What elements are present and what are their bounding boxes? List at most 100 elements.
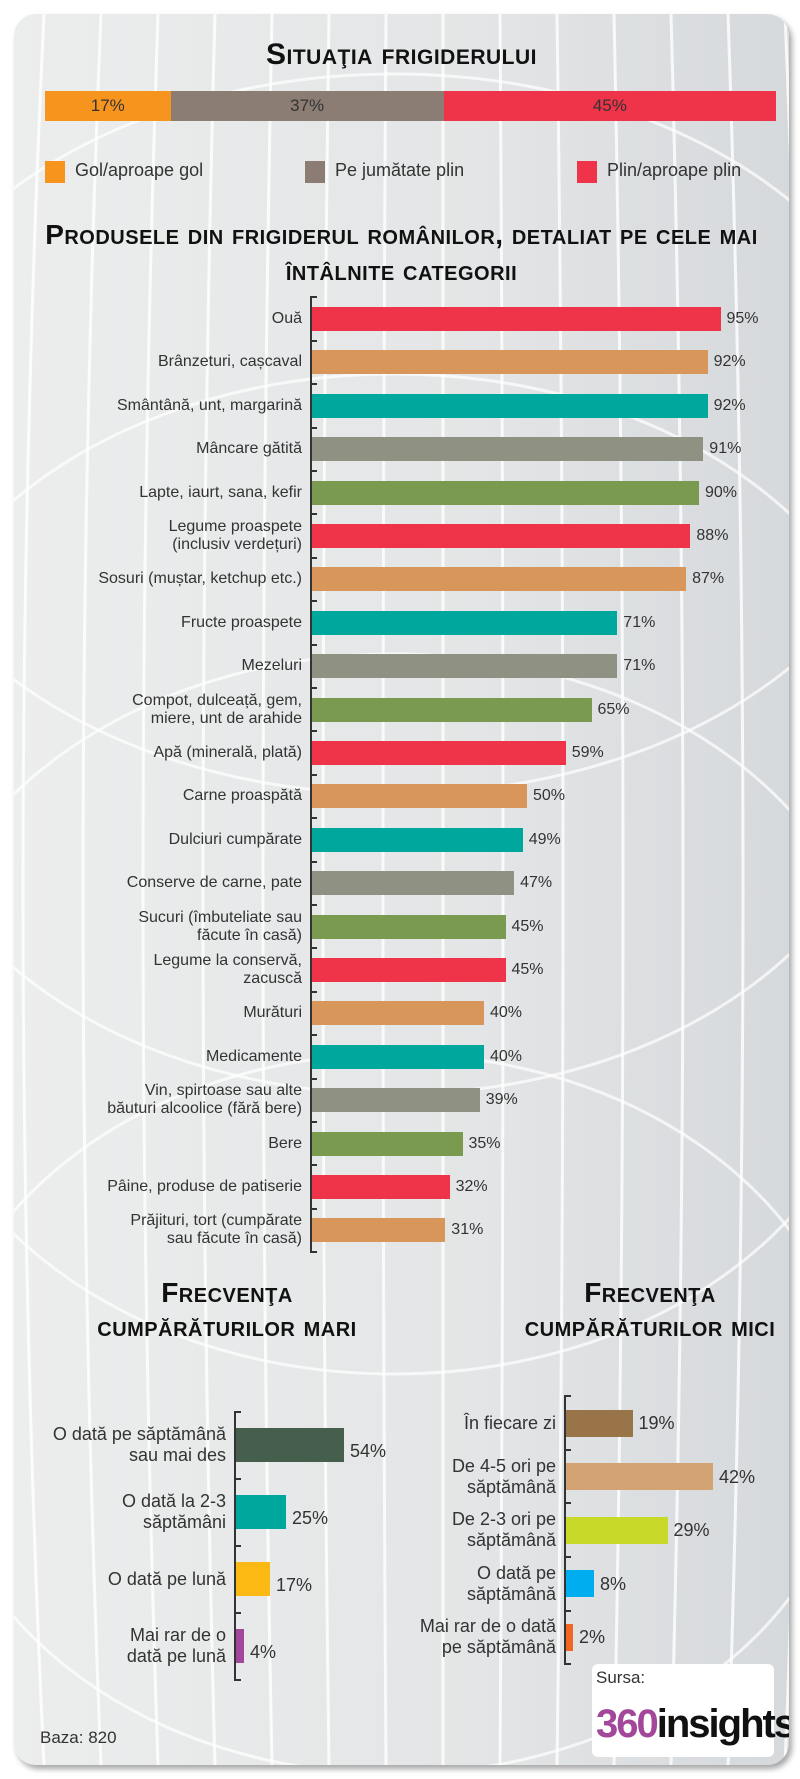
value-label: 35% <box>468 1134 501 1152</box>
axis-tick <box>564 1395 571 1398</box>
logo-360insights: 360insights <box>596 1702 789 1746</box>
value-label: 29% <box>673 1520 710 1541</box>
bar <box>312 437 704 462</box>
axis-tick <box>310 339 317 342</box>
bar-label: Bere <box>268 1134 302 1152</box>
bar-label: Mezeluri <box>241 657 302 675</box>
axis-tick <box>234 1678 241 1681</box>
bar-label: Ouă <box>271 310 302 327</box>
value-label: 65% <box>597 700 630 718</box>
axis-tick <box>310 469 317 472</box>
bar <box>566 1570 594 1598</box>
bar <box>312 827 523 852</box>
bar-label: Conserve de carne, pate <box>126 874 302 892</box>
fridge-status-bar: 17% 37% 45% <box>45 91 776 121</box>
value-label: 95% <box>726 310 759 327</box>
value-label: 91% <box>709 440 742 458</box>
bar <box>566 1623 573 1651</box>
value-label: 40% <box>490 1004 523 1022</box>
bar-label: Medicamente <box>205 1047 302 1065</box>
bar <box>566 1463 713 1491</box>
bar-label: Pâine, produse de patiserie <box>107 1178 302 1195</box>
axis-tick <box>310 947 317 950</box>
value-label: 87% <box>692 570 725 588</box>
legend-label: Pe jumătate plin <box>335 160 465 180</box>
value-label: 32% <box>455 1178 488 1195</box>
bar <box>312 567 687 592</box>
bar-label: Vin, spirtoase sau alte băuturi alcoolice… <box>107 1082 302 1118</box>
axis-tick <box>310 1077 317 1080</box>
bar-label: Mai rar de o dată pe săptămână <box>419 1616 556 1658</box>
axis-tick <box>234 1477 241 1480</box>
fridge-status-title: Situaţia frigiderului <box>266 38 537 71</box>
bar <box>566 1516 668 1544</box>
bar-label: O dată pe săptămână <box>466 1562 556 1604</box>
axis-tick <box>310 990 317 993</box>
value-label: 54% <box>350 1441 387 1461</box>
legend-label: Gol/aproape gol <box>75 160 204 180</box>
value-label: 47% <box>520 874 553 892</box>
bar <box>312 480 699 505</box>
axis-tick <box>310 903 317 906</box>
bar-label: Mâncare gătită <box>196 440 302 458</box>
value-label: 49% <box>528 830 561 848</box>
axis-tick <box>310 426 317 429</box>
value-label: 92% <box>713 353 746 371</box>
bar <box>312 784 527 809</box>
axis-tick <box>310 513 317 516</box>
bar <box>312 914 506 939</box>
axis-tick <box>310 1120 317 1123</box>
axis-tick <box>310 296 317 299</box>
bar-label: O dată pe săptămână sau mai des <box>52 1424 226 1465</box>
bar-label: Mai rar de o dată pe lună <box>126 1625 226 1666</box>
bar-label: Sosuri (muștar, ketchup etc.) <box>98 570 302 588</box>
bar <box>312 741 566 765</box>
axis-tick <box>310 556 317 559</box>
bar <box>312 654 618 679</box>
fridge-status-legend: Gol/aproape gol Pe jumătate plin Plin/apro… <box>45 154 789 184</box>
value-label: 42% <box>719 1466 756 1487</box>
legend-swatch <box>305 161 325 183</box>
bar <box>312 307 721 331</box>
bar-label: Smântână, unt, margarină <box>117 396 302 414</box>
value-label: 8% <box>600 1573 627 1594</box>
bar <box>236 1428 344 1462</box>
value-label: 19% <box>638 1413 675 1433</box>
bar <box>236 1495 286 1529</box>
status-segment: 45% <box>443 91 776 121</box>
bar <box>312 1001 484 1026</box>
axis-tick <box>310 817 317 820</box>
value-label: 71% <box>623 613 656 631</box>
bar-label: Sucuri (îmbuteliate sau făcute în casă) <box>138 908 302 944</box>
bar-label: Legume la conservă, zacuscă <box>153 952 302 987</box>
axis-tick <box>310 686 317 689</box>
bar-label: O dată pe lună <box>107 1568 226 1589</box>
axis-tick <box>234 1544 241 1547</box>
axis-tick <box>310 730 317 733</box>
bar <box>312 524 691 548</box>
axis-tick <box>234 1611 241 1614</box>
value-label: 90% <box>705 483 738 501</box>
infographic-card: Situaţia frigiderului 17% 37% 45% Gol/apro… <box>14 14 789 1765</box>
axis-tick <box>310 1207 317 1210</box>
bar <box>566 1409 633 1437</box>
value-label: 92% <box>713 396 746 414</box>
bar-label: Prăjituri, tort (cumpărate sau făcute în … <box>130 1212 302 1248</box>
axis-tick <box>310 1251 317 1254</box>
value-label: 45% <box>511 917 544 935</box>
legend-swatch <box>577 161 597 183</box>
chart-axis <box>564 1396 566 1665</box>
axis-tick <box>310 643 317 646</box>
value-label: 39% <box>485 1091 518 1109</box>
bar <box>236 1562 270 1596</box>
legend-label: Plin/aproape plin <box>607 160 742 180</box>
value-label: 50% <box>533 787 566 805</box>
bar <box>312 871 515 896</box>
value-label: 25% <box>292 1508 329 1528</box>
bar <box>312 1218 446 1243</box>
bar-label: De 4-5 ori pe săptămână <box>451 1455 556 1497</box>
bar-label: Lapte, iaurt, sana, kefir <box>139 483 302 501</box>
axis-tick <box>310 773 317 776</box>
axis-tick <box>310 1034 317 1037</box>
base-size: Baza: 820 <box>40 1728 117 1747</box>
